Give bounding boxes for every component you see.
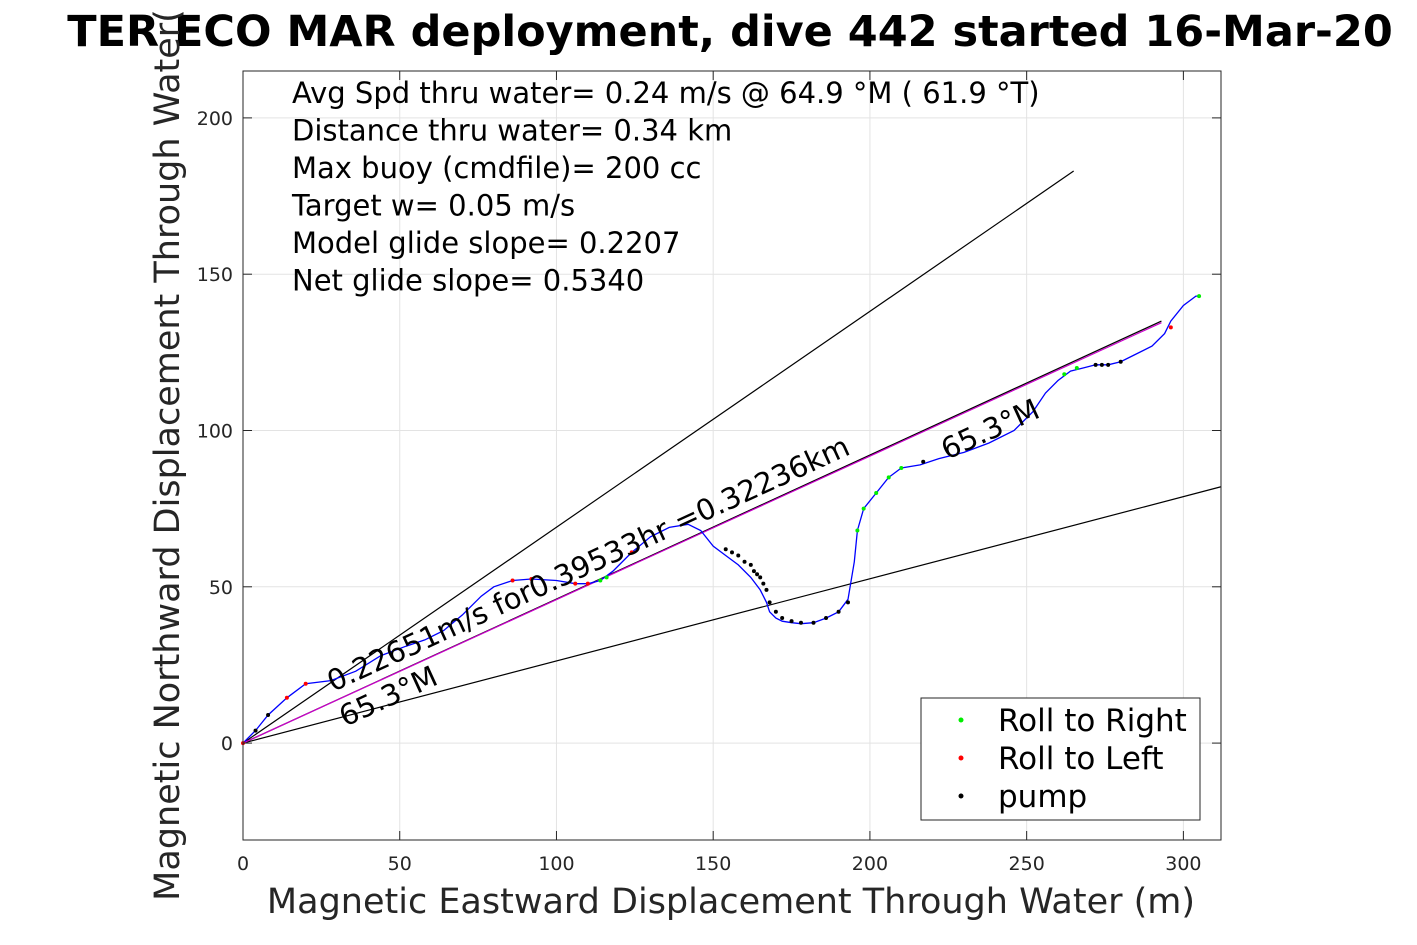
x-tick-label: 250: [1009, 853, 1045, 875]
marker-pump: [730, 550, 734, 555]
y-tick-label: 0: [221, 733, 233, 755]
marker-pump: [742, 559, 747, 564]
marker-roll-to-right: [874, 491, 879, 496]
marker-roll-to-right: [899, 466, 904, 471]
marker-pump: [845, 600, 850, 605]
marker-pump: [1106, 362, 1111, 367]
marker-roll-to-right: [861, 506, 866, 511]
marker-roll-to-left: [284, 695, 289, 700]
marker-roll-to-left: [510, 578, 515, 583]
x-tick-label: 150: [695, 853, 731, 875]
marker-pump: [736, 553, 741, 558]
marker-pump: [921, 459, 926, 464]
axis-ticks: 0 50 100 150 200 250 300 0 50 100 150 200: [197, 71, 1221, 875]
marker-pump: [767, 600, 772, 605]
y-axis-label: Magnetic Northward Displacement Through …: [148, 9, 188, 901]
marker-pump: [751, 569, 756, 574]
marker-roll-to-right: [1197, 294, 1202, 299]
y-tick-label: 100: [197, 420, 233, 442]
marker-pump: [1118, 359, 1123, 364]
legend-label-roll-to-right: Roll to Right: [998, 703, 1187, 739]
marker-pump: [1093, 362, 1098, 367]
marker-roll-to-left: [585, 581, 590, 586]
marker-pump: [811, 620, 816, 625]
y-tick-label: 150: [197, 264, 233, 286]
info-line: Avg Spd thru water= 0.24 m/s @ 64.9 °M (…: [292, 76, 1040, 110]
info-line: Net glide slope= 0.5340: [292, 264, 644, 298]
marker-roll-to-right: [598, 578, 603, 583]
along-track-annotation: 0.22651m/s for0.39533hr =0.32236km: [322, 429, 855, 698]
chart-title: TER ECO MAR deployment, dive 442 started…: [67, 7, 1393, 57]
marker-roll-to-right: [855, 528, 860, 533]
marker-roll-to-left: [573, 581, 578, 586]
marker-pump: [266, 712, 271, 717]
marker-pump: [789, 619, 794, 624]
x-tick-label: 100: [538, 853, 574, 875]
legend-label-pump: pump: [998, 779, 1087, 815]
marker-roll-to-left: [303, 681, 308, 686]
marker-pump: [824, 616, 829, 621]
marker-pump: [773, 609, 778, 614]
marker-pump: [780, 616, 785, 621]
legend-label-roll-to-left: Roll to Left: [998, 741, 1164, 777]
x-tick-label: 50: [388, 853, 412, 875]
legend-box: [920, 697, 1201, 821]
x-axis-label: Magnetic Eastward Displacement Through W…: [267, 882, 1195, 922]
y-tick-label: 50: [209, 577, 233, 599]
marker-roll-to-right: [1074, 365, 1079, 370]
marker-roll-to-left: [629, 550, 634, 555]
marker-pump: [764, 587, 769, 592]
marker-roll-to-left: [529, 576, 534, 581]
heading-annotation-upper: 65.3°M: [936, 392, 1045, 466]
marker-pump: [798, 620, 803, 625]
track-markers: [241, 294, 1202, 746]
y-tick-label: 200: [197, 108, 233, 130]
info-text-block: Avg Spd thru water= 0.24 m/s @ 64.9 °M (…: [291, 76, 1040, 298]
info-line: Target w= 0.05 m/s: [291, 189, 575, 223]
info-line: Max buoy (cmdfile)= 200 cc: [292, 151, 701, 185]
info-line: Distance thru water= 0.34 km: [292, 114, 732, 148]
marker-roll-to-left: [1168, 325, 1173, 330]
marker-pump: [761, 581, 766, 586]
plot-area-box: [242, 70, 1222, 841]
dive-track-line: [242, 295, 1200, 744]
marker-pump: [1099, 362, 1104, 367]
legend-marker-roll-to-right: [958, 717, 964, 723]
x-tick-label: 200: [852, 853, 888, 875]
marker-pump: [755, 572, 760, 577]
marker-roll-to-right: [1062, 372, 1067, 377]
marker-roll-to-right: [886, 475, 891, 480]
info-line: Model glide slope= 0.2207: [292, 226, 680, 260]
x-tick-label: 300: [1165, 853, 1201, 875]
marker-pump: [748, 562, 753, 567]
reference-line-upper-envelope: [242, 170, 1075, 744]
marker-pump: [253, 728, 258, 733]
legend-marker-roll-to-left: [958, 755, 964, 761]
marker-pump: [723, 547, 728, 552]
legend-marker-pump: [958, 793, 964, 799]
reference-line-lower-envelope: [242, 486, 1222, 744]
marker-roll-to-right: [604, 575, 609, 580]
marker-pump: [758, 575, 763, 580]
x-tick-label: 0: [237, 853, 249, 875]
marker-pump: [836, 609, 841, 614]
